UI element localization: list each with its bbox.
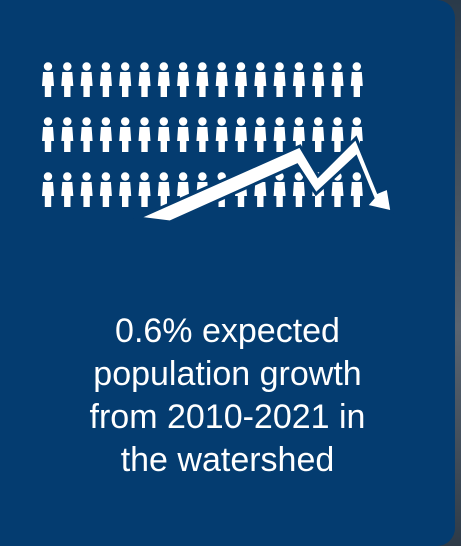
person-icon xyxy=(177,62,190,97)
person-icon xyxy=(119,117,132,152)
person-icon xyxy=(42,172,54,207)
person-icon xyxy=(138,172,151,207)
person-icon xyxy=(42,62,54,97)
person-icon xyxy=(99,117,112,152)
person-icon xyxy=(157,62,170,97)
person-icon xyxy=(119,62,132,97)
people-crowd-with-declining-arrow-icon xyxy=(42,62,394,224)
declining-arrow-icon xyxy=(132,135,394,224)
person-icon xyxy=(215,117,228,152)
person-icon xyxy=(80,172,93,207)
person-icon xyxy=(61,172,74,207)
person-icon xyxy=(80,117,93,152)
stat-line-3: from 2010-2021 in xyxy=(89,398,366,436)
person-icon xyxy=(196,117,209,152)
person-icon xyxy=(312,117,325,152)
person-icon xyxy=(80,62,93,97)
person-icon xyxy=(61,117,74,152)
stat-line-4: the watershed xyxy=(120,441,335,479)
population-growth-statistic: 0.6% expected population growth from 201… xyxy=(20,310,435,482)
person-icon xyxy=(273,117,286,152)
person-icon xyxy=(61,62,74,97)
person-icon xyxy=(292,172,305,207)
person-icon xyxy=(292,62,305,97)
person-icon xyxy=(312,62,325,97)
person-icon xyxy=(177,117,190,152)
person-icon xyxy=(196,62,209,97)
person-icon xyxy=(42,117,54,152)
stat-line-2: population growth xyxy=(93,355,362,393)
person-icon xyxy=(254,62,267,97)
person-icon xyxy=(157,172,170,207)
stat-line-1: 0.6% expected xyxy=(115,312,340,350)
person-icon xyxy=(350,62,363,97)
person-icon xyxy=(157,117,170,152)
person-icon xyxy=(350,172,363,207)
person-icon xyxy=(99,172,112,207)
person-icon xyxy=(331,117,344,152)
person-icon xyxy=(138,117,151,152)
person-icon xyxy=(119,172,132,207)
person-icon xyxy=(273,62,286,97)
person-icon xyxy=(331,62,344,97)
person-icon xyxy=(215,62,228,97)
person-icon xyxy=(235,117,247,152)
person-icon xyxy=(254,117,267,152)
person-icon xyxy=(235,62,247,97)
person-icon xyxy=(99,62,112,97)
person-icon xyxy=(273,172,286,207)
person-icon xyxy=(138,62,151,97)
